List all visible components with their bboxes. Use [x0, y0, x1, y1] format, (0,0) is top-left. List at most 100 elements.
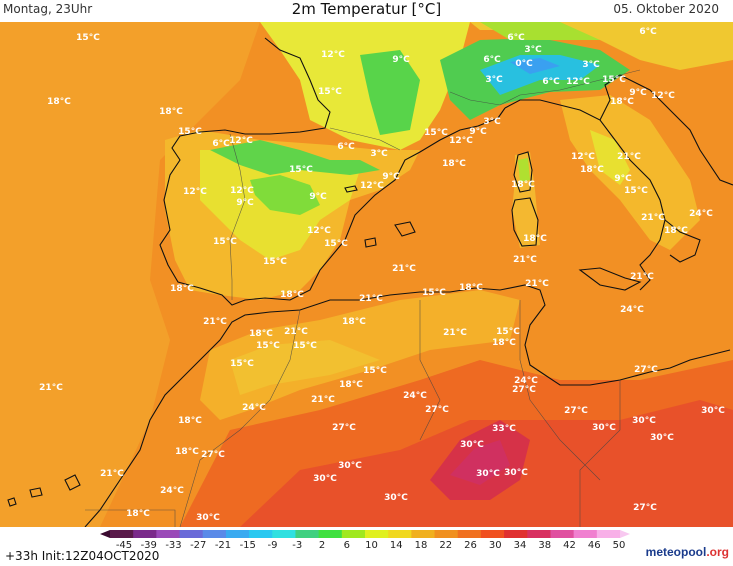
corsica-sardinia — [512, 152, 540, 248]
iberia-cold-north — [210, 140, 380, 175]
temp-label: 18°C — [249, 329, 273, 339]
temp-label: 3°C — [524, 45, 542, 55]
colorbar-swatch — [457, 530, 482, 538]
colorbar-swatch — [504, 530, 528, 538]
colorbar-ticks: -45 -39 -33 -27 -21 -15 -9 -3 2 6 10 14 18 22 26 30 34 38… — [116, 540, 626, 549]
temp-label: 21°C — [100, 469, 124, 479]
temp-label: 15°C — [256, 341, 280, 351]
temp-label: 30°C — [196, 513, 220, 523]
temp-label: 12°C — [571, 152, 595, 162]
colorbar-right-arrow — [620, 530, 630, 538]
temp-label: 30°C — [384, 493, 408, 503]
apennine-cool — [590, 130, 630, 185]
temp-label: 21°C — [641, 213, 665, 223]
colorbar-tick-label: 46 — [588, 540, 601, 549]
temp-label: 6°C — [212, 139, 230, 149]
temp-label: 12°C — [360, 181, 384, 191]
colorbar-left-arrow — [100, 530, 110, 538]
temp-label: 21°C — [39, 383, 63, 393]
colorbar-swatch — [156, 530, 181, 538]
temp-label: 18°C — [339, 380, 363, 390]
temp-label: 12°C — [183, 187, 207, 197]
colorbar-swatch — [249, 530, 273, 538]
temp-label: 24°C — [160, 486, 184, 496]
temp-label: 3°C — [485, 75, 503, 85]
colorbar-tick-label: -45 — [116, 540, 132, 549]
colorbar-tick-label: 26 — [464, 540, 477, 549]
temp-label: 30°C — [592, 423, 616, 433]
temp-label: 18°C — [126, 509, 150, 519]
forecast-time-label: Montag, 23Uhr — [3, 2, 93, 16]
atlas-core — [230, 340, 380, 395]
temp-label: 15°C — [293, 341, 317, 351]
temp-label: 15°C — [230, 359, 254, 369]
temp-label: 27°C — [634, 365, 658, 375]
colorbar-tick-label: 38 — [538, 540, 551, 549]
colorbar-swatch — [411, 530, 436, 538]
colorbar-swatch — [596, 530, 621, 538]
alps-very-cold — [480, 55, 600, 95]
temp-label: 24°C — [514, 376, 538, 386]
temp-label: 18°C — [610, 97, 634, 107]
temp-label: 9°C — [469, 127, 487, 137]
colorbar-tick-label: 2 — [319, 540, 325, 549]
temp-label: 18°C — [511, 180, 535, 190]
temp-label: 27°C — [512, 385, 536, 395]
alps-north-cold — [480, 22, 600, 40]
meteopool-logo[interactable]: meteopool.org — [646, 545, 729, 559]
colorbar-tick-label: 22 — [439, 540, 452, 549]
temp-label: 6°C — [337, 142, 355, 152]
colorbar-swatch — [388, 530, 412, 538]
temp-label: 12°C — [651, 91, 675, 101]
temp-label: 21°C — [513, 255, 537, 265]
coastlines — [7, 37, 733, 527]
temp-label: 15°C — [422, 288, 446, 298]
colorbar-tick-label: 42 — [563, 540, 576, 549]
temp-label: 9°C — [236, 198, 254, 208]
colorbar: -45 -39 -33 -27 -21 -15 -9 -3 2 6 10 14 18 22 26 30 34 38… — [100, 530, 630, 549]
temp-label: 9°C — [309, 192, 327, 202]
temp-label: 9°C — [629, 88, 647, 98]
colorbar-tick-label: -27 — [190, 540, 206, 549]
temp-label: 15°C — [289, 165, 313, 175]
temp-label: 30°C — [650, 433, 674, 443]
temp-label: 18°C — [664, 226, 688, 236]
country-borders — [85, 69, 641, 527]
colorbar-swatch — [202, 530, 227, 538]
colorbar-tick-label: -21 — [215, 540, 231, 549]
colorbar-tick-label: 10 — [365, 540, 378, 549]
colorbar-tick-label: -15 — [240, 540, 256, 549]
temp-label: 12°C — [566, 77, 590, 87]
temp-label: 24°C — [689, 209, 713, 219]
alps-freezing — [510, 58, 560, 74]
colorbar-swatches — [110, 530, 621, 538]
colorbar-tick-label: 34 — [514, 540, 527, 549]
hot-spot-core — [450, 440, 510, 485]
colorbar-swatch — [318, 530, 343, 538]
temp-label: 30°C — [338, 461, 362, 471]
temp-label: 21°C — [359, 294, 383, 304]
temp-label: 12°C — [321, 50, 345, 60]
temp-label: 21°C — [392, 264, 416, 274]
temp-label: 15°C — [178, 127, 202, 137]
colorbar-swatch — [179, 530, 204, 538]
temp-label: 30°C — [313, 474, 337, 484]
temp-label: 15°C — [602, 75, 626, 85]
temp-label: 27°C — [201, 450, 225, 460]
temperature-map: 15°C12°C 9°C6°C3°C6°C6°C 0°C 3°C3°C 6°C 12°C 1… — [0, 22, 733, 527]
colorbar-swatch — [133, 530, 157, 538]
temp-label: 27°C — [332, 423, 356, 433]
colorbar-swatch — [573, 530, 598, 538]
temp-label: 18°C — [523, 234, 547, 244]
temp-label: 30°C — [632, 416, 656, 426]
colorbar-swatch — [295, 530, 320, 538]
temp-label: 18°C — [280, 290, 304, 300]
colorbar-swatch — [527, 530, 551, 538]
colorbar-tick-label: -33 — [165, 540, 181, 549]
temp-label: 15°C — [76, 33, 100, 43]
colorbar-tick-label: 18 — [415, 540, 428, 549]
temp-label: 15°C — [363, 366, 387, 376]
temp-label: 24°C — [242, 403, 266, 413]
temp-label: 12°C — [307, 226, 331, 236]
model-run-label: +33h Init:12Z04OCT2020 — [5, 549, 160, 563]
